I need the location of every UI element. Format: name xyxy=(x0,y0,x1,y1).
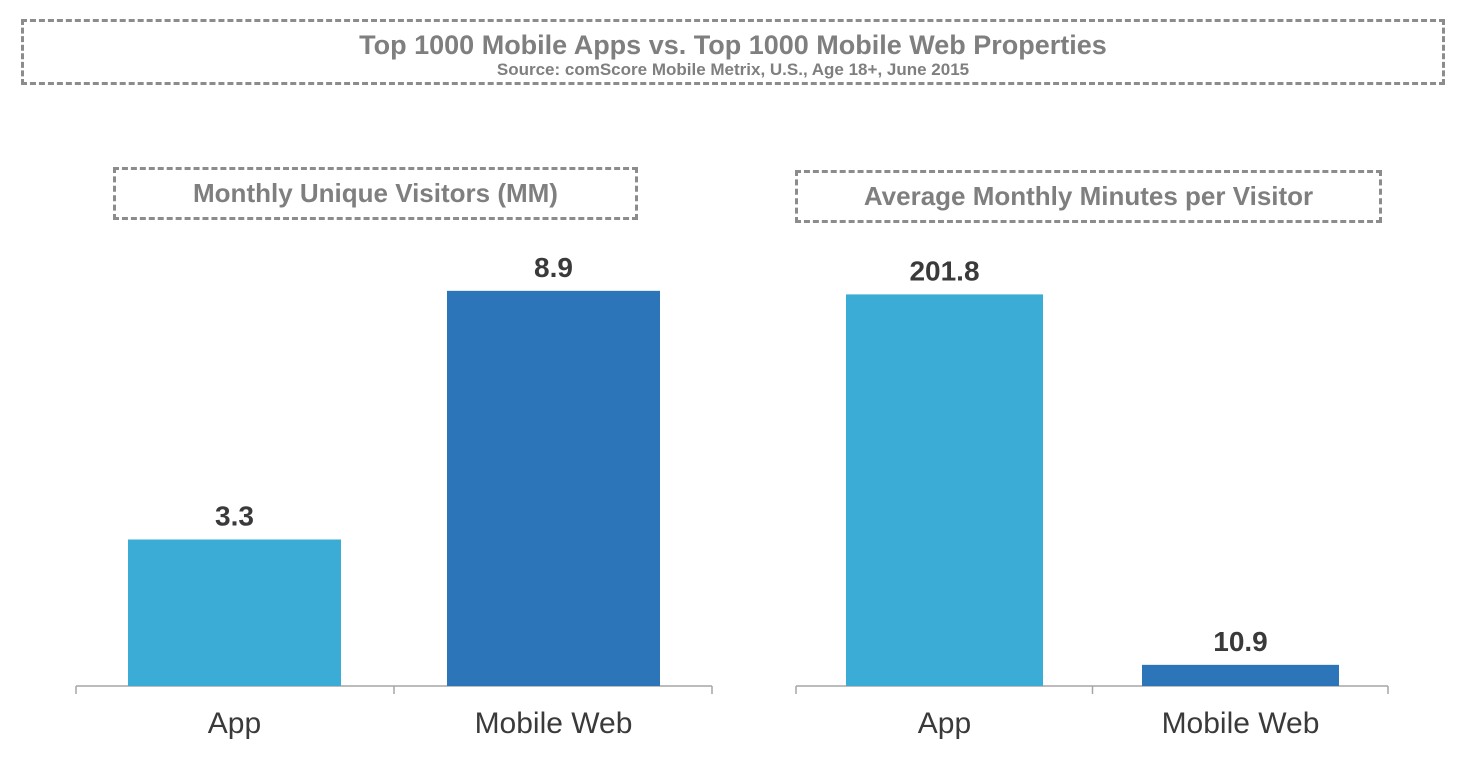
tick-label-0-0: App xyxy=(208,707,261,740)
source-note: Source: comScore Mobile Metrix, U.S., Ag… xyxy=(496,60,970,79)
data-label-1-1: 10.9 xyxy=(1213,626,1268,657)
chart-title-unique-visitors: Monthly Unique Visitors (MM) xyxy=(113,167,638,220)
chart-title-minutes-per-visitor: Average Monthly Minutes per Visitor xyxy=(795,170,1382,223)
page-title: Top 1000 Mobile Apps vs. Top 1000 Mobile… xyxy=(359,30,1107,60)
bar-0-1 xyxy=(447,290,660,686)
data-label-1-0: 201.8 xyxy=(909,255,979,286)
tick-label-1-1: Mobile Web xyxy=(1162,707,1320,740)
tick-label-0-1: Mobile Web xyxy=(475,707,633,740)
header-box: Top 1000 Mobile Apps vs. Top 1000 Mobile… xyxy=(21,19,1445,85)
data-label-0-0: 3.3 xyxy=(215,500,254,531)
bar-1-1 xyxy=(1142,664,1339,686)
tick-label-1-0: App xyxy=(918,707,971,740)
bar-0-0 xyxy=(128,539,341,686)
bar-1-0 xyxy=(846,294,1043,686)
data-label-0-1: 8.9 xyxy=(534,252,573,283)
